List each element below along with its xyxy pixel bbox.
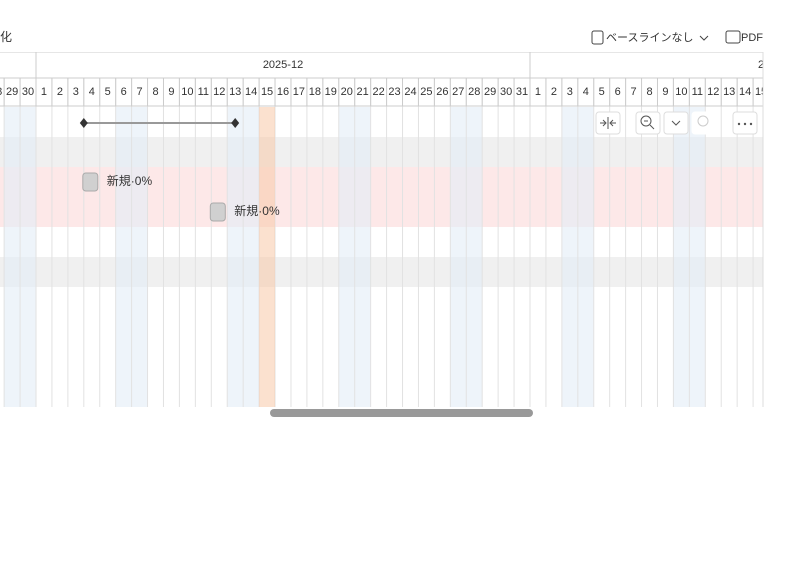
day-label: 15: [755, 86, 767, 98]
weekend-column: [115, 107, 132, 407]
day-label: 28: [468, 86, 480, 98]
day-label: 12: [707, 86, 719, 98]
zoom-out-button[interactable]: [635, 111, 661, 135]
day-label: 19: [325, 86, 337, 98]
row-band: [0, 197, 763, 227]
scrollbar[interactable]: [270, 409, 533, 417]
weekend-column: [131, 107, 148, 407]
title: 化: [0, 30, 12, 44]
month-label: 2: [758, 59, 764, 71]
baseline-label: ベースラインなし: [606, 31, 693, 44]
day-label: 29: [6, 86, 18, 98]
weekend-column: [227, 107, 244, 407]
chart-area: 2829301234567891011121314151617181920212…: [0, 52, 767, 407]
day-label: 24: [404, 86, 416, 98]
day-label: 16: [277, 86, 289, 98]
weekend-column: [561, 107, 578, 407]
weekend-column: [354, 107, 371, 407]
day-label: 12: [213, 86, 225, 98]
zoom-in-button[interactable]: [691, 111, 717, 135]
weekend-column: [689, 107, 706, 407]
summary-end: [79, 118, 88, 128]
baseline-icon: [591, 30, 604, 45]
day-label: 30: [500, 86, 512, 98]
chevron: [699, 35, 709, 41]
day-label: 27: [452, 86, 464, 98]
day-label: 6: [615, 86, 621, 98]
weekend-column: [4, 107, 21, 407]
task-box[interactable]: [82, 172, 99, 192]
day-label: 25: [420, 86, 432, 98]
day-label: 11: [198, 86, 209, 98]
day-label: 10: [181, 86, 193, 98]
zoom-out-icon: [640, 115, 652, 127]
day-label: 3: [73, 86, 79, 98]
day-label: 7: [631, 86, 637, 98]
zoom-out-icon: [644, 120, 655, 130]
day-label: 31: [516, 86, 528, 98]
day-label: 14: [739, 86, 751, 98]
day-label: 13: [229, 86, 241, 98]
day-label: 18: [309, 86, 321, 98]
month-label: 2025-12: [263, 59, 303, 71]
pdf-icon: [725, 30, 741, 44]
day-label: 6: [121, 86, 127, 98]
more-dot: [737, 122, 741, 126]
day-label: 2: [551, 86, 557, 98]
more-dot: [749, 122, 753, 126]
day-label: 29: [484, 86, 496, 98]
chevron-icon: [671, 120, 681, 126]
day-label: 17: [293, 86, 305, 98]
day-label: 21: [357, 86, 369, 98]
day-label: 3: [567, 86, 573, 98]
day-label: 4: [583, 86, 589, 98]
weekend-column: [338, 107, 355, 407]
day-label: 20: [341, 86, 353, 98]
day-label: 5: [105, 86, 111, 98]
day-label: 23: [388, 86, 400, 98]
row-band: [0, 137, 763, 167]
weekend-column: [20, 107, 36, 407]
row-band: [0, 257, 763, 287]
pdf-label: PDF: [741, 32, 763, 44]
day-label: 5: [599, 86, 605, 98]
pdf-button[interactable]: PDF: [725, 30, 763, 44]
today-column: [259, 107, 276, 407]
task-label: 新規·0%: [107, 173, 153, 188]
day-label: 10: [675, 86, 687, 98]
day-label: 1: [41, 86, 47, 98]
day-label: 9: [168, 86, 174, 98]
day-label: 4: [89, 86, 95, 98]
day-label: 15: [261, 86, 273, 98]
day-label: 11: [692, 86, 703, 98]
day-label: 8: [152, 86, 158, 98]
day-label: 8: [646, 86, 652, 98]
day-label: 7: [137, 86, 143, 98]
baseline-button[interactable]: ベースラインなし: [591, 30, 709, 45]
weekend-column: [243, 107, 260, 407]
day-label: 9: [662, 86, 668, 98]
day-label: 14: [245, 86, 257, 98]
day-label: 13: [723, 86, 735, 98]
weekend-column: [466, 107, 483, 407]
collapse-icon: [600, 117, 616, 129]
task-label: 新規·0%: [234, 203, 280, 218]
day-label: 28: [0, 86, 2, 98]
day-label: 30: [22, 86, 34, 98]
day-label: 2: [57, 86, 63, 98]
day-label: 26: [436, 86, 448, 98]
weekend-column: [673, 107, 690, 407]
more-dot: [743, 122, 747, 126]
zoom-menu-button[interactable]: [663, 111, 689, 135]
weekend-column: [577, 107, 594, 407]
day-label: 22: [372, 86, 384, 98]
summary-end: [231, 118, 240, 128]
task-box[interactable]: [209, 202, 226, 222]
zoom-in-icon: [697, 115, 709, 127]
weekend-column: [450, 107, 467, 407]
day-label: 1: [535, 86, 541, 98]
